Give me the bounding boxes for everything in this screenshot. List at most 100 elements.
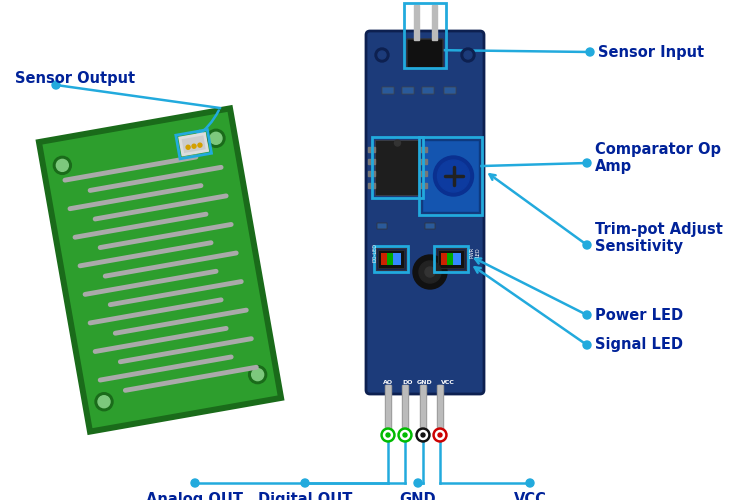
Circle shape (419, 430, 428, 440)
Text: GND: GND (417, 380, 433, 384)
Bar (404, 3, 446, 68)
Bar (420, 183, 427, 188)
Circle shape (192, 144, 196, 148)
Circle shape (433, 428, 447, 442)
Circle shape (186, 146, 190, 150)
Circle shape (583, 311, 591, 319)
Circle shape (207, 130, 225, 148)
Bar (436, 248, 466, 270)
Text: Signal LED: Signal LED (595, 338, 683, 352)
Circle shape (198, 143, 202, 147)
Text: VCC: VCC (514, 492, 547, 500)
Circle shape (438, 433, 442, 437)
Circle shape (53, 156, 71, 174)
Circle shape (252, 368, 264, 380)
Circle shape (378, 51, 386, 59)
Circle shape (301, 479, 309, 487)
FancyBboxPatch shape (402, 87, 414, 94)
Text: PWR
LED: PWR LED (470, 246, 481, 258)
Bar (368, 159, 375, 164)
Circle shape (386, 433, 390, 437)
Bar (368, 183, 375, 188)
Circle shape (52, 81, 60, 89)
Circle shape (437, 160, 470, 192)
Bar (438, 250, 464, 268)
Circle shape (436, 430, 445, 440)
Bar (381, 253, 387, 265)
Circle shape (383, 430, 392, 440)
Bar (386, 385, 390, 440)
Circle shape (586, 48, 594, 56)
Circle shape (400, 430, 410, 440)
Bar (376, 248, 406, 270)
Text: Sensor Input: Sensor Input (598, 44, 704, 60)
Text: AO: AO (383, 380, 393, 384)
Circle shape (583, 241, 591, 249)
Bar (421, 385, 425, 440)
Circle shape (403, 433, 407, 437)
Circle shape (414, 479, 422, 487)
FancyBboxPatch shape (444, 87, 456, 94)
Circle shape (464, 51, 472, 59)
Text: Analog OUT: Analog OUT (146, 492, 244, 500)
Bar (420, 159, 427, 164)
Circle shape (56, 160, 68, 172)
Text: GND: GND (400, 492, 436, 500)
Circle shape (433, 156, 473, 196)
Text: VCC: VCC (441, 380, 455, 384)
Bar (375, 140, 420, 195)
FancyBboxPatch shape (407, 39, 443, 69)
Polygon shape (35, 105, 284, 435)
FancyBboxPatch shape (425, 223, 435, 229)
Bar (431, 5, 436, 40)
Bar (420, 385, 426, 440)
Bar (441, 253, 461, 265)
Bar (441, 253, 447, 265)
FancyBboxPatch shape (382, 87, 394, 94)
Text: Sensor Output: Sensor Output (15, 70, 135, 86)
Circle shape (381, 428, 395, 442)
Bar (387, 253, 393, 265)
Bar (378, 250, 404, 268)
Circle shape (210, 132, 222, 144)
Circle shape (421, 433, 425, 437)
Circle shape (398, 428, 412, 442)
Bar (368, 171, 375, 176)
Circle shape (416, 428, 430, 442)
Circle shape (526, 479, 534, 487)
FancyBboxPatch shape (377, 223, 387, 229)
Bar (381, 253, 401, 265)
Bar (372, 137, 423, 198)
Bar (447, 253, 453, 265)
Circle shape (413, 255, 447, 289)
Bar (419, 137, 482, 215)
Circle shape (375, 48, 389, 62)
Bar (403, 385, 407, 440)
Circle shape (583, 341, 591, 349)
Bar (437, 385, 443, 440)
Text: Power LED: Power LED (595, 308, 683, 322)
Polygon shape (178, 132, 209, 156)
Circle shape (95, 392, 113, 410)
Text: DO: DO (403, 380, 413, 384)
Text: Comparator Op
Amp: Comparator Op Amp (595, 142, 721, 174)
Polygon shape (182, 136, 206, 153)
Polygon shape (43, 112, 278, 428)
FancyBboxPatch shape (366, 31, 484, 394)
Circle shape (425, 267, 435, 277)
Text: Trim-pot Adjust
Sensitivity: Trim-pot Adjust Sensitivity (595, 222, 723, 254)
Bar (438, 385, 442, 440)
Text: DO-LED: DO-LED (373, 242, 377, 262)
Circle shape (394, 140, 400, 146)
Bar (434, 246, 468, 272)
FancyBboxPatch shape (422, 87, 434, 94)
Circle shape (98, 396, 110, 407)
Bar (420, 171, 427, 176)
Bar (422, 140, 479, 212)
Text: Digital OUT: Digital OUT (258, 492, 352, 500)
Bar (420, 147, 427, 152)
Bar (374, 246, 408, 272)
Circle shape (419, 261, 441, 283)
Bar (368, 147, 375, 152)
Bar (413, 5, 419, 40)
